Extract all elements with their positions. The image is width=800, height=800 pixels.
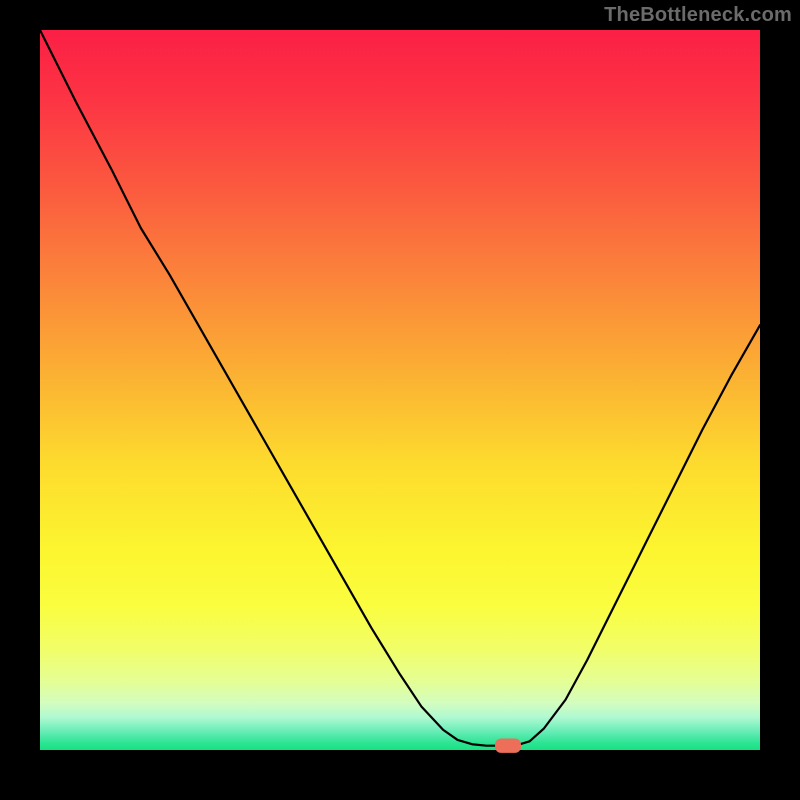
plot-background-gradient <box>40 30 760 750</box>
bottleneck-chart <box>0 0 800 800</box>
watermark-text: TheBottleneck.com <box>604 4 792 27</box>
optimal-point-marker <box>495 738 521 752</box>
chart-container: TheBottleneck.com <box>0 0 800 800</box>
